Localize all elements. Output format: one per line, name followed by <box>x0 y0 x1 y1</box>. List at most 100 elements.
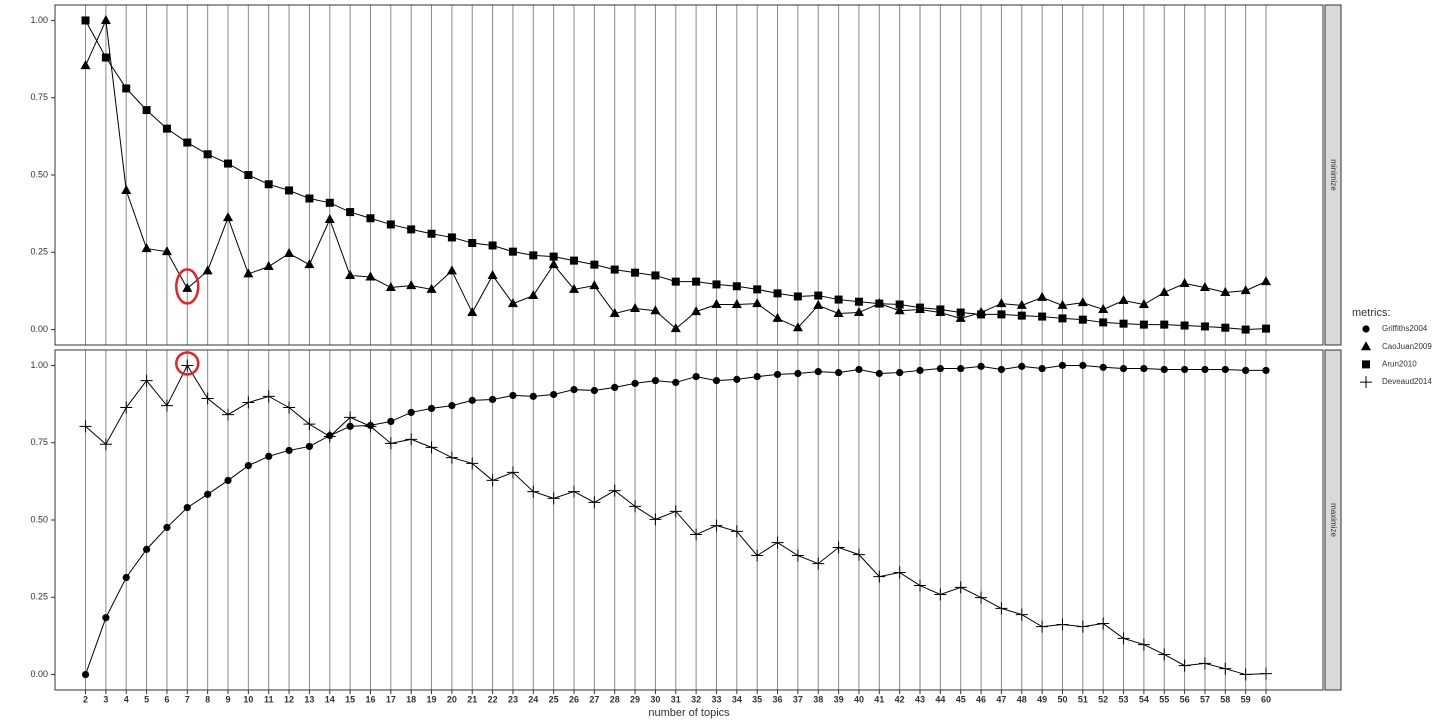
point <box>386 220 395 229</box>
point <box>1240 285 1251 295</box>
x-tick-label: 10 <box>243 694 253 704</box>
x-tick-label: 43 <box>915 694 925 704</box>
point <box>710 519 723 532</box>
point <box>405 433 418 446</box>
point <box>712 280 721 289</box>
x-tick-label: 58 <box>1220 694 1230 704</box>
point <box>142 106 151 115</box>
point <box>812 557 825 570</box>
point <box>426 283 437 293</box>
x-tick-label: 2 <box>83 694 88 704</box>
point <box>487 269 498 279</box>
point <box>1201 365 1209 374</box>
y-tick-label: 0.00 <box>30 669 48 679</box>
point <box>1057 299 1068 309</box>
x-tick-label: 13 <box>304 694 314 704</box>
panel-border <box>54 4 1324 346</box>
point <box>304 259 315 269</box>
x-tick-label: 50 <box>1057 694 1067 704</box>
point <box>590 260 599 269</box>
legend-title: metrics: <box>1352 307 1391 319</box>
x-tick-label: 44 <box>935 694 945 704</box>
point <box>285 186 294 195</box>
panel-border <box>54 349 1324 691</box>
y-tick-label: 0.50 <box>30 169 48 179</box>
x-axis-label: number of topics <box>648 707 730 719</box>
point <box>1262 366 1270 374</box>
point <box>1199 282 1210 292</box>
point <box>323 430 336 443</box>
point <box>224 476 232 485</box>
point <box>730 525 743 538</box>
point <box>590 386 598 395</box>
legend-label: Arun2010 <box>1382 360 1417 369</box>
point <box>936 305 945 314</box>
point <box>1079 361 1087 370</box>
legend-symbol <box>1360 376 1372 389</box>
x-tick-label: 49 <box>1037 694 1047 704</box>
point <box>265 452 273 460</box>
point <box>81 670 90 679</box>
point <box>364 420 377 433</box>
point <box>1119 319 1128 328</box>
point <box>203 150 212 159</box>
x-tick-label: 33 <box>711 694 721 704</box>
point <box>692 277 701 286</box>
point <box>222 408 235 421</box>
x-tick-label: 41 <box>874 694 884 704</box>
point <box>324 214 335 224</box>
point <box>1016 299 1027 309</box>
x-tick-label: 4 <box>124 694 129 704</box>
point <box>446 265 457 275</box>
point <box>651 377 660 385</box>
x-tick-label: 39 <box>834 694 844 704</box>
point <box>102 614 110 622</box>
point <box>1037 291 1048 301</box>
point <box>366 214 375 223</box>
x-tick-label: 56 <box>1180 694 1190 704</box>
x-tick-label: 8 <box>205 694 210 704</box>
x-tick-label: 19 <box>427 694 437 704</box>
point <box>406 280 417 290</box>
point <box>753 285 762 294</box>
point <box>732 282 741 291</box>
legend-symbol <box>1362 360 1370 369</box>
x-tick-label: 25 <box>549 694 559 704</box>
point <box>588 496 601 509</box>
x-tick-label: 27 <box>589 694 599 704</box>
x-tick-label: 11 <box>264 694 274 704</box>
point <box>1261 276 1272 286</box>
point <box>1098 303 1109 313</box>
point <box>162 124 171 133</box>
point <box>894 305 905 315</box>
point <box>997 310 1006 319</box>
point <box>1200 322 1209 331</box>
point <box>1117 632 1130 645</box>
point <box>529 392 537 400</box>
point <box>101 53 110 62</box>
point <box>1038 312 1047 321</box>
point <box>181 359 194 372</box>
point <box>692 372 700 381</box>
point <box>548 259 559 269</box>
point <box>649 513 662 526</box>
point <box>182 282 193 292</box>
point <box>1160 365 1168 374</box>
point <box>1158 648 1171 661</box>
point <box>242 396 255 409</box>
x-tick-label: 6 <box>164 694 169 704</box>
point <box>345 269 356 279</box>
point <box>283 401 296 414</box>
strip <box>1324 4 1342 346</box>
point <box>1239 668 1252 681</box>
point <box>488 241 497 250</box>
point <box>753 372 761 381</box>
point <box>608 484 621 497</box>
point <box>547 492 560 505</box>
point <box>854 297 863 306</box>
point <box>1099 318 1108 327</box>
x-tick-label: 15 <box>345 694 355 704</box>
x-tick-label: 17 <box>386 694 396 704</box>
point <box>1262 324 1271 333</box>
